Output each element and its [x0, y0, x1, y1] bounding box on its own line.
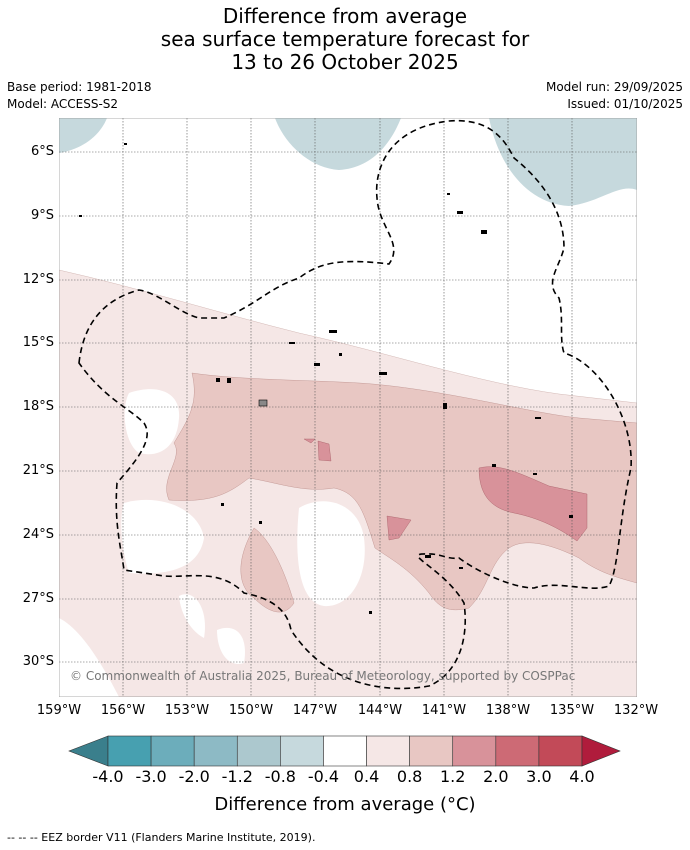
colorbar-bin [538, 735, 583, 767]
title-line-3: 13 to 26 October 2025 [231, 50, 459, 74]
copyright-notice: © Commonwealth of Australia 2025, Bureau… [70, 669, 576, 683]
lat-label: 18°S [22, 399, 54, 414]
model-run: Model run: 29/09/2025 [545, 80, 683, 94]
colorbar-tick-label: 2.0 [483, 767, 509, 786]
colorbar-tick-label: -0.4 [307, 767, 340, 786]
lat-label: 15°S [22, 335, 54, 350]
colorbar-bin [323, 735, 367, 767]
lat-label: 27°S [22, 591, 54, 606]
lat-label: 24°S [22, 527, 54, 542]
colorbar-bin [280, 735, 324, 767]
colorbar-bin [107, 735, 152, 767]
colorbar-tick-label: -3.0 [135, 767, 167, 786]
lat-label: 30°S [22, 654, 54, 669]
issued-date: Issued: 01/10/2025 [567, 97, 683, 111]
title-line-2: sea surface temperature forecast for [160, 27, 530, 51]
colorbar-tick-label: -1.2 [221, 767, 253, 786]
anomaly-0.8-1.2-region-west [240, 527, 295, 613]
lon-label: 138°W [485, 703, 531, 718]
colorbar-bin [452, 735, 497, 767]
colorbar-bin [495, 735, 540, 767]
colorbar-bin [193, 735, 238, 767]
lat-label: 9°S [30, 208, 54, 223]
colorbar-extend-high [581, 735, 621, 767]
model-name: Model: ACCESS-S2 [7, 97, 119, 111]
colorbar [68, 735, 621, 767]
lon-label: 147°W [292, 703, 338, 718]
anomaly-1.2-2.0-regions [303, 438, 588, 542]
base-period: Base period: 1981-2018 [7, 80, 152, 94]
lon-label: 156°W [100, 703, 146, 718]
colorbar-bin [366, 735, 410, 767]
colorbar-tick-label: -0.8 [264, 767, 296, 786]
colorbar-bin [409, 735, 454, 767]
colorbar-tick-label: 3.0 [526, 767, 552, 786]
colorbar-tick-label: -2.0 [178, 767, 210, 786]
anomaly-minus-region [59, 118, 637, 206]
lat-label: 12°S [22, 272, 54, 287]
colorbar-tick-label: 4.0 [569, 767, 595, 786]
colorbar-tick-label: 1.2 [439, 767, 466, 786]
lon-label: 153°W [164, 703, 210, 718]
colorbar-bin [150, 735, 195, 767]
lon-label: 141°W [421, 703, 467, 718]
lon-label: 144°W [357, 703, 403, 718]
islands [79, 143, 573, 614]
title-line-1: Difference from average [222, 4, 468, 28]
sst-anomaly-map [59, 118, 637, 697]
lon-label: 132°W [613, 703, 659, 718]
lon-label: 135°W [549, 703, 595, 718]
lon-label: 159°W [36, 703, 82, 718]
eez-border [78, 119, 632, 690]
graticule [59, 118, 637, 697]
colorbar-tick-label: 0.8 [396, 767, 423, 786]
lon-label: 150°W [228, 703, 274, 718]
colorbar-tick-label: 0.4 [353, 767, 380, 786]
eez-legend-note: -- -- -- EEZ border V11 (Flanders Marine… [7, 831, 316, 844]
colorbar-tick-label: -4.0 [92, 767, 124, 786]
colorbar-bin [236, 735, 281, 767]
anomaly-0.8-1.2-region [166, 372, 637, 611]
lat-label: 21°S [22, 463, 54, 478]
lat-label: 6°S [30, 144, 54, 159]
colorbar-extend-low [68, 735, 109, 767]
colorbar-label: Difference from average (°C) [214, 794, 476, 815]
